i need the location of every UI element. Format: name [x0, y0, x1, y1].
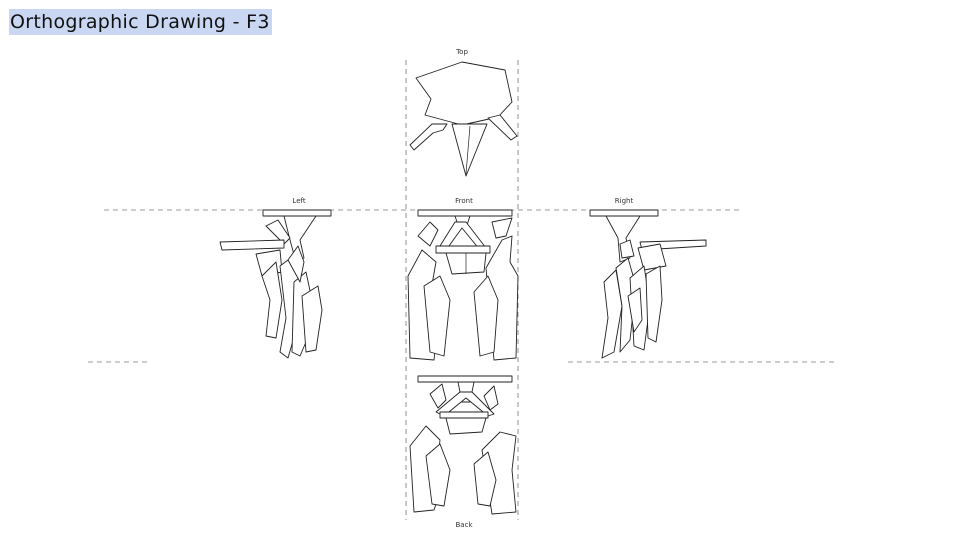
right-view-label: Right	[614, 197, 634, 205]
left-view-label: Left	[292, 197, 306, 205]
slide-title: Orthographic Drawing - F3	[9, 9, 272, 35]
left-view	[219, 209, 332, 359]
top-view-label: Top	[456, 48, 468, 56]
right-view	[589, 209, 707, 359]
top-view	[409, 61, 518, 177]
front-view-label: Front	[455, 197, 473, 205]
back-view	[409, 375, 517, 515]
back-view-label: Back	[455, 521, 473, 529]
front-view	[407, 209, 519, 361]
